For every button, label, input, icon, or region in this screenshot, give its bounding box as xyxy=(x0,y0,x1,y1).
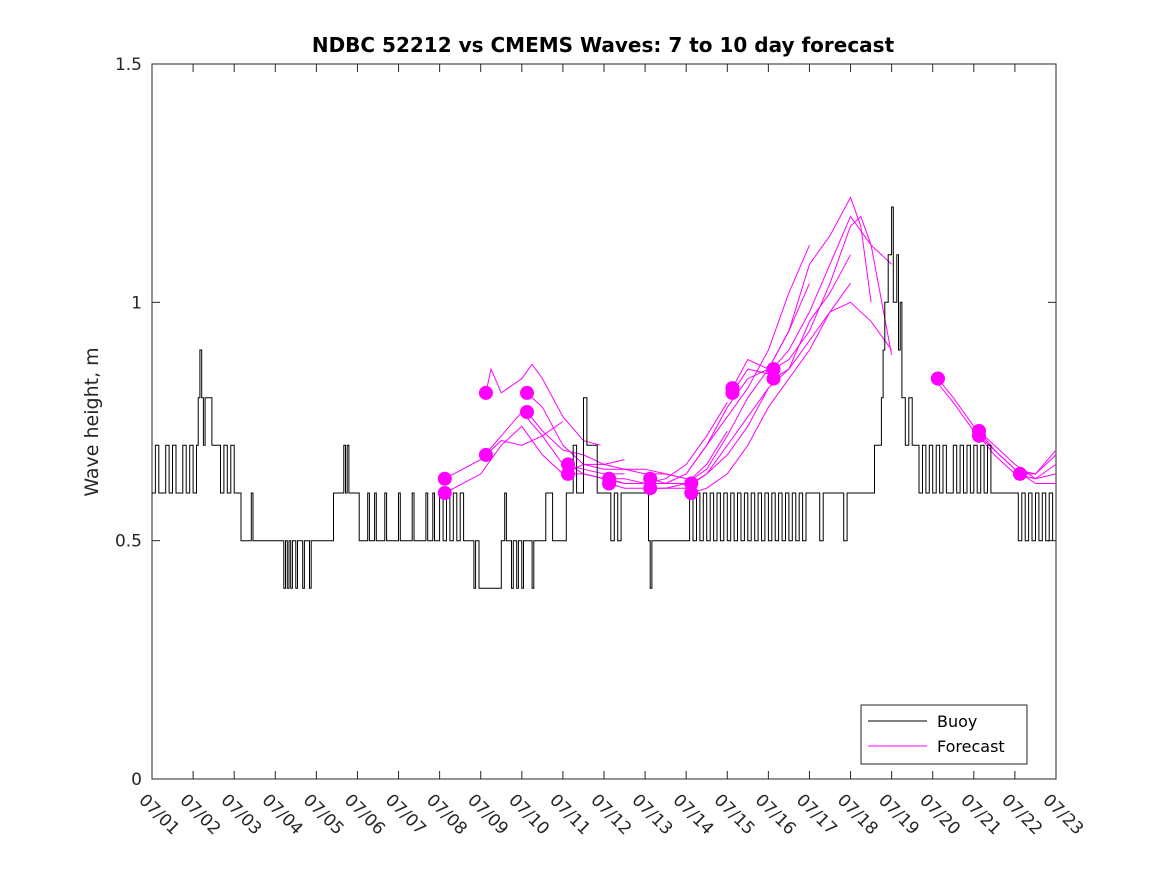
forecast-line xyxy=(650,244,810,485)
forecast-marker xyxy=(930,371,945,386)
forecast-line xyxy=(773,215,892,370)
forecast-marker xyxy=(972,428,986,443)
x-tick-label: 07/04 xyxy=(258,790,307,839)
forecast-marker xyxy=(437,471,452,486)
forecast-line xyxy=(526,411,687,480)
forecast-marker xyxy=(602,476,617,491)
forecast-marker xyxy=(643,481,658,496)
forecast-marker xyxy=(520,385,534,400)
x-tick-label: 07/08 xyxy=(422,790,471,839)
forecast-line xyxy=(608,368,769,484)
chart-title: NDBC 52212 vs CMEMS Waves: 7 to 10 day f… xyxy=(312,33,895,57)
y-tick-label: 0.5 xyxy=(115,532,142,552)
buoy-line xyxy=(152,206,1054,589)
x-tick-label: 07/19 xyxy=(874,790,923,839)
x-tick-label: 07/14 xyxy=(669,790,718,839)
y-axis-label: Wave height, m xyxy=(81,347,103,496)
x-tick-label: 07/18 xyxy=(833,790,882,839)
x-tick-label: 07/03 xyxy=(217,790,266,839)
legend-label-forecast: Forecast xyxy=(937,737,1005,756)
forecast-line xyxy=(526,392,687,480)
legend-label-buoy: Buoy xyxy=(937,712,977,731)
x-tick-label: 07/21 xyxy=(956,790,1005,839)
forecast-line xyxy=(773,301,893,380)
x-tick-label: 07/23 xyxy=(1038,790,1087,839)
forecast-marker xyxy=(437,486,452,500)
forecast-marker xyxy=(725,385,740,400)
forecast-line xyxy=(485,421,564,456)
y-tick-label: 0 xyxy=(131,770,142,790)
plot-area xyxy=(151,63,1057,780)
x-tick-label: 07/13 xyxy=(628,790,677,839)
x-tick-label: 07/17 xyxy=(792,790,841,839)
forecast-marker xyxy=(684,486,699,500)
forecast-marker xyxy=(520,405,534,419)
x-tick-label: 07/07 xyxy=(381,790,430,839)
x-tick-label: 07/10 xyxy=(504,790,553,839)
x-tick-label: 07/11 xyxy=(545,790,594,839)
forecast-line xyxy=(691,254,851,484)
x-tick-label: 07/12 xyxy=(586,790,635,839)
y-tick-label: 1 xyxy=(131,293,142,313)
x-tick-label: 07/16 xyxy=(751,790,800,839)
forecast-marker xyxy=(478,385,493,400)
x-tick-label: 07/05 xyxy=(299,790,348,839)
forecast-marker xyxy=(766,371,781,386)
x-tick-label: 07/02 xyxy=(176,790,225,839)
forecast-line xyxy=(937,383,1056,484)
forecast-marker xyxy=(561,466,575,481)
x-tick-label: 07/09 xyxy=(463,790,512,839)
x-tick-label: 07/15 xyxy=(710,790,759,839)
forecast-marker xyxy=(1013,466,1027,481)
forecast-line xyxy=(731,196,872,389)
forecast-marker xyxy=(478,447,493,462)
forecast-line xyxy=(691,283,851,494)
x-tick-label: 07/01 xyxy=(134,790,183,839)
x-tick-label: 07/06 xyxy=(340,790,389,839)
forecast-line xyxy=(485,363,601,446)
y-tick-label: 1.5 xyxy=(115,55,142,75)
forecast-line xyxy=(731,215,893,394)
axes-box xyxy=(151,63,1057,780)
x-tick-label: 07/20 xyxy=(915,790,964,839)
forecast-line xyxy=(937,378,1057,480)
legend-box xyxy=(860,704,1028,765)
x-tick-label: 07/22 xyxy=(997,790,1046,839)
legend: Buoy Forecast xyxy=(860,704,1028,765)
